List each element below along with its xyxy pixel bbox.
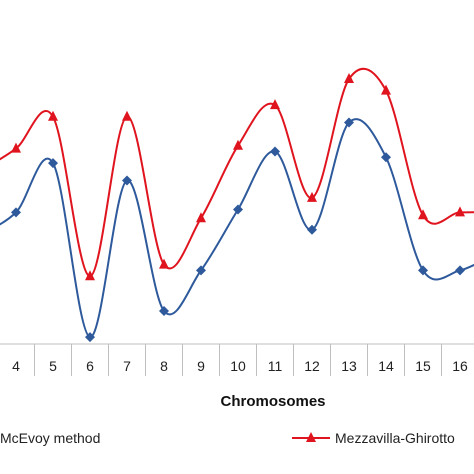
x-tick-label: 4: [12, 358, 20, 374]
data-point: [344, 73, 354, 83]
x-tick-label: 9: [197, 358, 205, 374]
legend-label: McEvoy method: [0, 430, 100, 446]
legend-label: Mezzavilla-Ghirotto: [335, 430, 455, 446]
x-axis: 4 5 6 7 8 9 10 11 12 13 14 15 16: [0, 343, 474, 376]
data-point: [11, 142, 21, 153]
data-point: [196, 265, 206, 276]
data-point: [159, 258, 169, 269]
data-point: [85, 270, 95, 281]
plot-area: [0, 67, 474, 343]
data-point: [455, 206, 465, 217]
legend-item: McEvoy method: [0, 430, 100, 446]
data-point: [381, 84, 391, 95]
data-point: [418, 209, 428, 220]
legend-item: Mezzavilla-Ghirotto: [292, 430, 455, 446]
data-point: [344, 117, 354, 128]
data-point: [233, 139, 243, 150]
x-axis-title: Chromosomes: [220, 393, 325, 410]
data-point: [122, 175, 132, 186]
data-point: [270, 99, 280, 110]
data-point: [122, 110, 132, 121]
x-tick-label: 7: [123, 358, 131, 374]
x-tick-label: 11: [268, 358, 283, 374]
data-point: [159, 306, 169, 316]
data-point: [48, 110, 58, 121]
data-point: [11, 207, 21, 218]
x-tick-label: 13: [341, 358, 357, 374]
x-tick-label: 12: [304, 358, 320, 374]
x-tick-label: 5: [49, 358, 57, 374]
series-line-mezzavilla-ghirotto: [0, 67, 474, 278]
series-line-mcevoy-method: [0, 118, 474, 339]
data-point: [381, 152, 391, 163]
legend: McEvoy method Mezzavilla-Ghirotto: [0, 430, 455, 446]
x-tick-label: 14: [378, 358, 394, 374]
x-tick-label: 6: [86, 358, 94, 374]
x-tick-label: 8: [160, 358, 168, 374]
data-point: [48, 158, 58, 169]
series-mcevoy-method: [0, 117, 474, 343]
data-point: [85, 332, 95, 343]
series-mezzavilla-ghirotto: [0, 67, 474, 281]
data-point: [418, 265, 428, 276]
data-point: [307, 224, 317, 235]
data-point: [455, 265, 465, 276]
x-tick-label: 10: [230, 358, 246, 374]
legend-marker: [306, 432, 316, 442]
data-point: [270, 146, 280, 157]
data-point: [196, 212, 206, 223]
x-tick-label: 16: [452, 358, 468, 374]
data-point: [233, 204, 243, 215]
x-tick-label: 15: [415, 358, 431, 374]
data-point: [307, 191, 317, 202]
